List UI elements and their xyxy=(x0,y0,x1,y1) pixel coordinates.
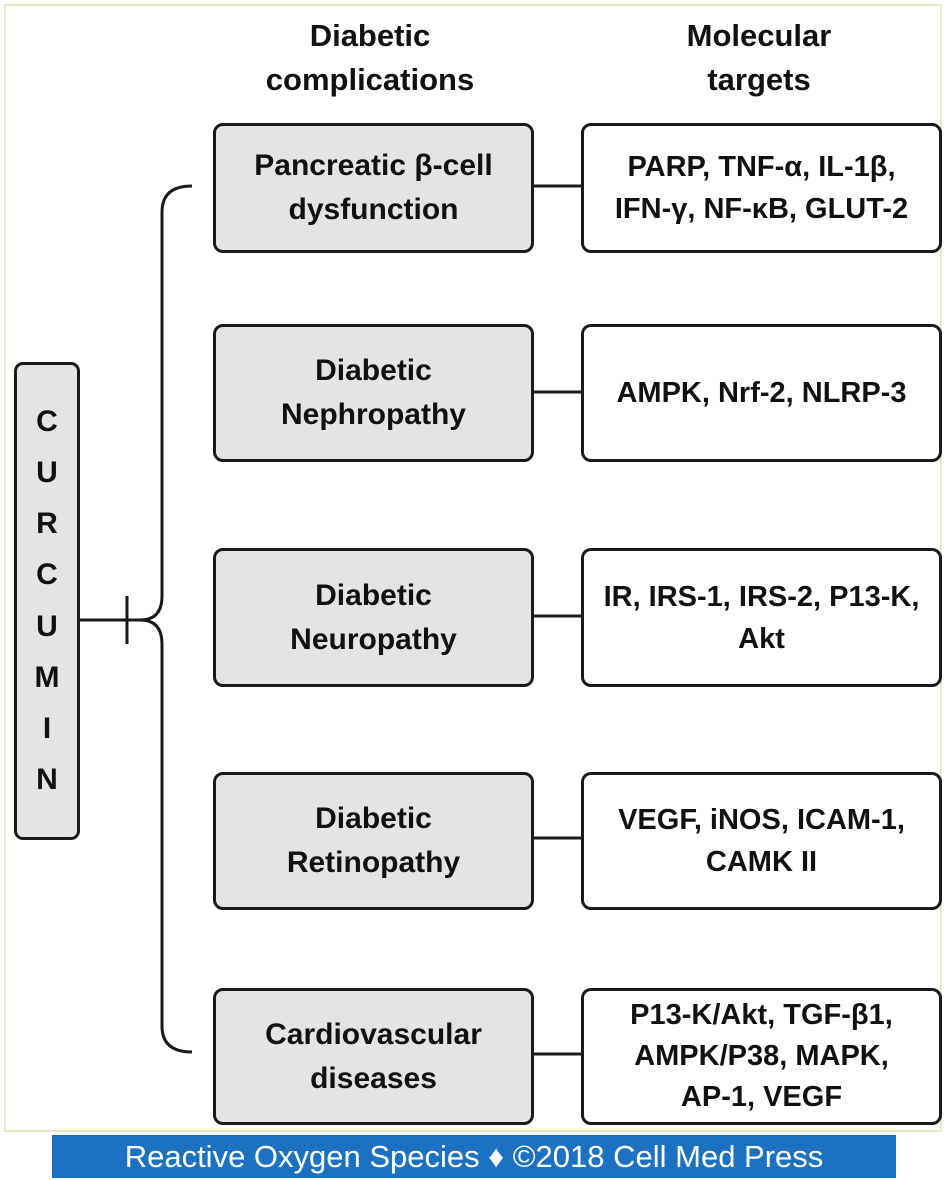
target-line: Akt xyxy=(738,622,785,655)
curcumin-letter: I xyxy=(42,711,52,745)
target-line: CAMK II xyxy=(705,846,818,878)
curcumin-letter: M xyxy=(34,660,60,694)
complication-box-neuropathy: Diabetic Neuropathy xyxy=(213,548,534,687)
curcumin-letter: C xyxy=(36,558,58,592)
target-line: VEGF, iNOS, ICAM-1, xyxy=(618,804,905,836)
curcumin-letter: C xyxy=(36,405,58,439)
complication-box-retinopathy: Diabetic Retinopathy xyxy=(213,772,534,910)
complication-box-nephropathy: Diabetic Nephropathy xyxy=(213,324,534,462)
header-complications: Diabetic complications xyxy=(235,14,505,102)
complication-line: diseases xyxy=(310,1061,437,1095)
complication-line: Diabetic xyxy=(315,802,432,835)
curcumin-letter: N xyxy=(36,762,58,796)
header-targets: Molecular targets xyxy=(630,14,888,102)
target-line: IR, IRS-1, IRS-2, P13-K, xyxy=(603,580,920,613)
complication-line: Cardiovascular xyxy=(265,1017,482,1051)
complication-box-cardiovascular: Cardiovascular diseases xyxy=(213,988,534,1125)
targets-box-nephropathy: AMPK, Nrf-2, NLRP-3 xyxy=(581,324,942,462)
target-line: IFN-γ, NF-κB, GLUT-2 xyxy=(614,193,909,225)
complication-line: dysfunction xyxy=(288,193,459,226)
targets-box-pancreatic: PARP, TNF-α, IL-1β, IFN-γ, NF-κB, GLUT-2 xyxy=(581,123,942,253)
target-line: P13-K/Akt, TGF-β1, xyxy=(630,999,893,1031)
curcumin-letter: U xyxy=(36,609,58,643)
complication-line: Diabetic xyxy=(315,354,432,387)
curly-brace xyxy=(139,184,193,1054)
publisher-footer: Reactive Oxygen Species ♦ ©2018 Cell Med… xyxy=(52,1135,896,1178)
header-targets-line-2: targets xyxy=(707,62,811,97)
complication-line: Neuropathy xyxy=(290,622,457,656)
target-line: AMPK, Nrf-2, NLRP-3 xyxy=(616,377,907,409)
targets-box-neuropathy: IR, IRS-1, IRS-2, P13-K, Akt xyxy=(581,548,942,687)
targets-box-retinopathy: VEGF, iNOS, ICAM-1, CAMK II xyxy=(581,772,942,910)
complication-box-pancreatic: Pancreatic β-cell dysfunction xyxy=(213,123,534,253)
complication-line: Pancreatic β-cell xyxy=(254,149,493,182)
complication-line: Nephropathy xyxy=(280,398,466,431)
target-line: PARP, TNF-α, IL-1β, xyxy=(627,151,896,183)
curcumin-letter: U xyxy=(36,456,58,490)
targets-box-cardiovascular: P13-K/Akt, TGF-β1, AMPK/P38, MAPK, AP-1,… xyxy=(581,988,942,1125)
target-line: AMPK/P38, MAPK, xyxy=(634,1040,889,1072)
target-line: AP-1, VEGF xyxy=(680,1081,843,1113)
curcumin-letter: R xyxy=(36,507,58,541)
header-complications-line-2: complications xyxy=(265,62,475,97)
complication-line: Diabetic xyxy=(315,578,432,612)
curcumin-box: C U R C U M I N xyxy=(14,362,80,840)
complication-line: Retinopathy xyxy=(286,846,461,879)
header-complications-line-1: Diabetic xyxy=(309,18,431,53)
header-targets-line-1: Molecular xyxy=(686,18,832,53)
